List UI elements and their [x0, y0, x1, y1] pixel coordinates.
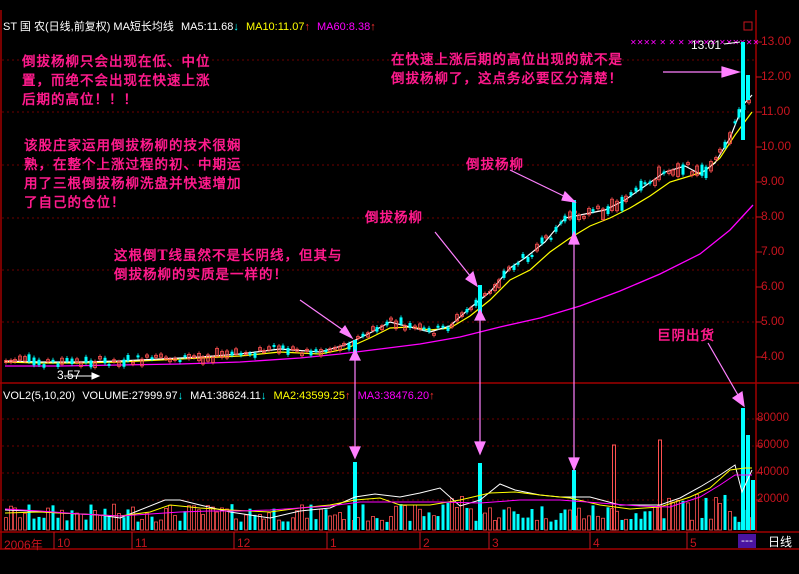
ma10-value: MA10:11.07	[245, 21, 305, 33]
period-toggle-button[interactable]: ---	[738, 534, 756, 548]
ma5-value: MA5:11.68	[180, 21, 234, 33]
vol-ma2-value: MA2:43599.25	[273, 390, 346, 402]
note1-line: 置，而绝不会出现在快速上涨	[22, 73, 211, 89]
vol-ma1-value: MA1:38624.11	[190, 390, 261, 402]
ma60-up-arrow-icon: ↑	[370, 21, 376, 33]
note3-line: 倒拔杨柳的实质是一样的！	[114, 267, 288, 283]
x-tick: 2	[423, 536, 430, 550]
price-chart-header: ST 国 农(日线,前复权) MA短长均线 MA5:11.68↓ MA10:11…	[3, 19, 380, 35]
ma1-down-arrow-icon: ↓	[260, 390, 267, 402]
note2-line: 该股庄家运用倒拔杨柳的技术很娴	[24, 138, 242, 154]
y-tick: 13.00	[761, 34, 792, 48]
vol-title: VOL2(5,10,20)	[3, 390, 76, 402]
y-tick: 6.00	[761, 279, 785, 293]
x-tick: 4	[593, 536, 600, 550]
y-tick: 12.00	[761, 69, 792, 83]
y-tick: 11.00	[761, 104, 791, 118]
y-tick: 9.00	[761, 174, 785, 188]
volume-down-arrow-icon: ↓	[177, 390, 184, 402]
ma3-up-arrow-icon: ↑	[429, 390, 435, 402]
window-restore-icon[interactable]	[743, 21, 753, 31]
note1-line: 后期的高位！！！	[22, 92, 138, 108]
x-tick: 2006年	[4, 538, 43, 552]
vol-tick: 40000	[757, 466, 789, 478]
y-tick: 7.00	[761, 244, 785, 258]
note4-line: 在快速上涨后期的高位出现的就不是	[391, 52, 623, 68]
x-tick: 1	[330, 536, 337, 550]
annotation-note-3: 这根倒T线虽然不是长阴线，但其与 倒拔杨柳的实质是一样的！	[114, 247, 343, 285]
annotation-note-2: 该股庄家运用倒拔杨柳的技术很娴 熟，在整个上涨过程的初、中期运 用了三根倒拔杨柳…	[24, 137, 242, 213]
x-tick: 11	[135, 536, 148, 550]
high-price-label: 13.01	[691, 38, 722, 52]
note2-line: 用了三根倒拔杨柳洗盘并快速增加	[24, 176, 242, 192]
low-price-label: 3.57	[57, 368, 81, 382]
note4-line: 倒拔杨柳了，这点务必要区分清楚！	[391, 71, 623, 87]
ma2-up-arrow-icon: ↑	[345, 390, 351, 402]
note3-line: 这根倒T线虽然不是长阴线，但其与	[114, 248, 343, 264]
label-daobayangliu-2: 倒拔杨柳	[365, 210, 423, 226]
y-tick: 4.00	[761, 349, 785, 363]
volume-value: VOLUME:27999.97	[82, 390, 178, 402]
stock-title: ST 国 农(日线,前复权) MA短长均线	[3, 21, 174, 33]
note1-line: 倒拔杨柳只会出现在低、中位	[22, 54, 211, 70]
x-tick: 12	[237, 536, 251, 550]
vol-ma3-value: MA3:38476.20	[357, 390, 430, 402]
ma5-down-arrow-icon: ↓	[233, 21, 239, 33]
label-daobayangliu-3: 倒拔杨柳	[466, 157, 524, 173]
x-tick: 3	[492, 536, 499, 550]
volume-chart-header: VOL2(5,10,20) VOLUME:27999.97↓ MA1:38624…	[3, 388, 439, 404]
ma10-up-arrow-icon: ↑	[304, 21, 310, 33]
vol-tick: 80000	[757, 412, 789, 424]
svg-text:✕✕✕✕ ✕ ✕ ✕ ✕✕ ✕✕ ✕✕✕: ✕✕✕✕ ✕ ✕ ✕ ✕✕ ✕✕ ✕✕✕✕✕✕	[630, 38, 759, 47]
period-label[interactable]: 日线	[767, 535, 792, 549]
annotation-note-1: 倒拔杨柳只会出现在低、中位 置，而绝不会出现在快速上涨 后期的高位！！！	[22, 53, 211, 110]
vol-tick: 60000	[757, 439, 789, 451]
x-tick: 10	[57, 536, 71, 550]
ma60-value: MA60:8.38	[317, 21, 371, 33]
annotation-note-4: 在快速上涨后期的高位出现的就不是 倒拔杨柳了，这点务必要区分清楚！	[391, 51, 623, 89]
note2-line: 熟，在整个上涨过程的初、中期运	[24, 157, 242, 173]
note2-line: 了自己的仓位！	[24, 195, 126, 211]
x-tick: 5	[690, 536, 697, 550]
y-tick: 8.00	[761, 209, 785, 223]
y-tick: 10.00	[761, 139, 792, 153]
label-juyinchuhuo: 巨阴出货	[657, 328, 715, 344]
y-tick: 5.00	[761, 314, 785, 328]
vol-tick: 20000	[757, 493, 789, 505]
